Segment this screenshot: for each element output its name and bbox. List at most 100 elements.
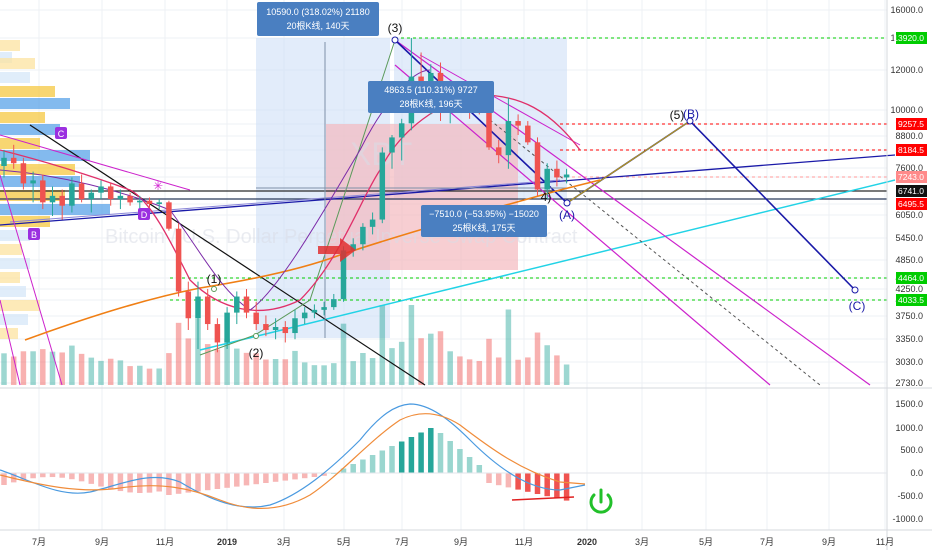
volume-profile-bar <box>0 286 26 297</box>
candle-body <box>321 307 327 310</box>
macd-bar <box>418 432 424 473</box>
macd-bar <box>146 473 153 493</box>
volume-bar <box>204 344 211 385</box>
channel-left-2 <box>0 299 21 386</box>
macd-bar <box>175 473 182 494</box>
volume-bar <box>447 351 453 385</box>
candle-body <box>360 226 366 245</box>
macd-bar <box>495 473 502 486</box>
volume-bar <box>379 305 386 385</box>
volume-profile-bar <box>0 230 30 241</box>
macd-bar <box>350 464 356 473</box>
volume-bar <box>486 338 492 385</box>
macd-bar <box>166 473 172 495</box>
volume-bar <box>360 353 366 385</box>
macd-bar <box>437 433 444 473</box>
arrow-right-icon <box>318 238 356 262</box>
macd-bar <box>457 449 463 473</box>
candle-body <box>98 186 104 193</box>
volume-bar <box>292 350 298 385</box>
time-tick-label: 9月 <box>454 537 468 547</box>
macd-bar <box>98 473 104 487</box>
macd-tick-label: 1500.0 <box>895 399 923 409</box>
macd-bar <box>360 459 366 473</box>
macd-tick-label: 500.0 <box>900 445 923 455</box>
candle-body <box>486 110 492 148</box>
candle-body <box>117 195 124 200</box>
power-icon <box>589 488 613 514</box>
price-tick-label: 6050.0 <box>895 210 923 220</box>
candle-body <box>243 296 250 313</box>
macd-bar <box>243 473 250 486</box>
wave-labels: (1) (2) (3) 4) (5) (A) (B) (C) <box>207 21 866 360</box>
price-tick-label: 4250.0 <box>895 284 923 294</box>
signal-line <box>0 413 586 509</box>
time-tick-label: 9月 <box>822 537 836 547</box>
volume-bar <box>20 351 27 385</box>
macd-bar <box>69 473 75 480</box>
volume-bar <box>98 360 104 385</box>
signal-markers: C D B ✳ <box>28 127 163 240</box>
price-badge-bg <box>896 171 927 183</box>
volume-bar <box>253 353 259 385</box>
volume-bar <box>88 357 95 385</box>
volume-profile-bar <box>0 150 90 161</box>
candle-body <box>1 157 7 167</box>
macd-bar <box>156 473 162 492</box>
volume-bar <box>311 365 318 385</box>
candle-body <box>107 186 114 200</box>
measure-box-3-line1: −7510.0 (−53.95%) −15020 <box>429 209 539 219</box>
candle-body <box>301 312 308 319</box>
wave-point-1 <box>211 286 217 292</box>
candle-body <box>59 195 65 206</box>
measure-box-1-line1: 10590.0 (318.02%) 21180 <box>266 7 369 17</box>
macd-bar <box>59 473 65 478</box>
volume-bar <box>505 309 512 385</box>
volume-bar <box>234 348 240 385</box>
wave-5-path <box>566 120 691 204</box>
candle-body <box>534 142 541 190</box>
projection-dashed <box>489 119 821 386</box>
price-tick-label: 12000.0 <box>890 65 923 75</box>
macd-bar <box>369 455 376 473</box>
candle-body <box>495 147 502 156</box>
macd-bar <box>563 473 570 501</box>
macd-bar <box>486 473 492 483</box>
macd-bar <box>88 473 95 484</box>
price-axis-badges: 13920.0 9257.5 8184.5 7243.0 6741.0 6495.5 446… <box>893 32 927 306</box>
time-tick-label: 11月 <box>515 537 533 547</box>
candle-body <box>525 125 531 143</box>
wave-point-2 <box>253 333 259 339</box>
volume-bar <box>350 361 356 385</box>
macd-tick-label: 0.0 <box>910 468 923 478</box>
volume-bar <box>340 323 347 385</box>
volume-bar <box>428 333 434 385</box>
volume-profile-bar <box>0 112 45 123</box>
candle-body <box>137 200 143 203</box>
time-tick-label: 7月 <box>395 537 409 547</box>
macd-bar <box>214 473 221 489</box>
volume-bar <box>476 360 483 385</box>
divergence-line <box>511 496 575 501</box>
wave-point-a <box>563 199 571 207</box>
volume-profile-bar <box>0 272 20 283</box>
volume-bar <box>408 305 415 385</box>
candle-body <box>224 312 230 343</box>
candle-body <box>40 180 46 203</box>
candle-body <box>204 296 211 325</box>
volume-bar <box>457 356 463 385</box>
price-tick-label: 5450.0 <box>895 233 923 243</box>
marker-b: B <box>31 230 37 240</box>
wave-point-b <box>686 117 694 125</box>
macd-bar <box>263 473 269 483</box>
candle-body <box>563 174 570 178</box>
macd-bar <box>253 473 259 485</box>
marker-d: D <box>141 210 148 220</box>
price-badge-bg <box>896 144 927 156</box>
volume-profile-bar <box>0 164 75 175</box>
macd-bar <box>544 473 550 497</box>
wave-label-3: (3) <box>388 21 403 35</box>
macd-bar <box>40 473 46 478</box>
volume-profile-bar <box>0 300 40 311</box>
candle-body <box>398 123 405 138</box>
